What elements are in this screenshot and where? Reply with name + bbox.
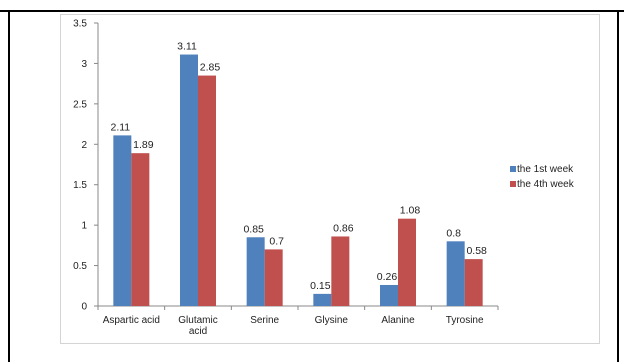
data-label: 0.15: [310, 280, 331, 292]
y-tick-label: 1.5: [73, 180, 87, 191]
bar-week4: [264, 249, 283, 306]
data-label: 0.58: [466, 245, 487, 257]
y-tick-label: 1: [81, 221, 87, 232]
frame-top-border: [0, 10, 624, 12]
x-tick-label: Glutamic: [178, 315, 217, 326]
data-label: 2.85: [200, 62, 221, 74]
y-tick-label: 2.5: [73, 99, 87, 110]
x-tick-label: Glysine: [315, 315, 349, 326]
data-label: 0.85: [243, 223, 264, 235]
data-label: 1.89: [133, 139, 154, 151]
chart-area: [60, 14, 600, 344]
bar-week4: [198, 75, 216, 306]
x-tick-label: acid: [189, 326, 207, 337]
legend-label: the 1st week: [517, 164, 574, 175]
y-tick-label: 0.5: [73, 261, 87, 272]
data-label: 0.86: [333, 222, 354, 234]
legend-label: the 4th week: [517, 179, 575, 190]
bar-week4: [331, 236, 350, 306]
y-tick-label: 0: [81, 302, 87, 313]
data-label: 0.26: [377, 271, 398, 283]
x-tick-label: Alanine: [381, 315, 415, 326]
data-label: 0.7: [269, 235, 284, 247]
legend-swatch: [510, 181, 516, 187]
y-tick-label: 3.5: [73, 19, 87, 30]
x-tick-label: Aspartic acid: [103, 315, 160, 326]
x-tick-label: Tyrosine: [446, 315, 484, 326]
frame-left-border: [8, 10, 10, 362]
bar-week1: [113, 135, 132, 306]
data-label: 2.11: [110, 121, 130, 133]
bar-week4: [464, 259, 483, 306]
bar-week1: [446, 241, 465, 306]
data-label: 0.8: [446, 227, 461, 239]
bar-week1: [246, 237, 265, 306]
data-label: 1.08: [400, 205, 421, 217]
y-tick-label: 3: [81, 59, 87, 70]
data-label: 3.11: [177, 41, 197, 53]
y-tick-label: 2: [81, 140, 87, 151]
bar-week4: [131, 153, 150, 306]
bar-week1: [180, 54, 198, 306]
bar-week1: [313, 293, 332, 306]
x-tick-label: Serine: [250, 315, 279, 326]
bar-week1: [380, 284, 398, 306]
bar-week4: [398, 218, 416, 306]
frame-right-border: [617, 10, 619, 362]
legend-swatch: [510, 166, 516, 172]
